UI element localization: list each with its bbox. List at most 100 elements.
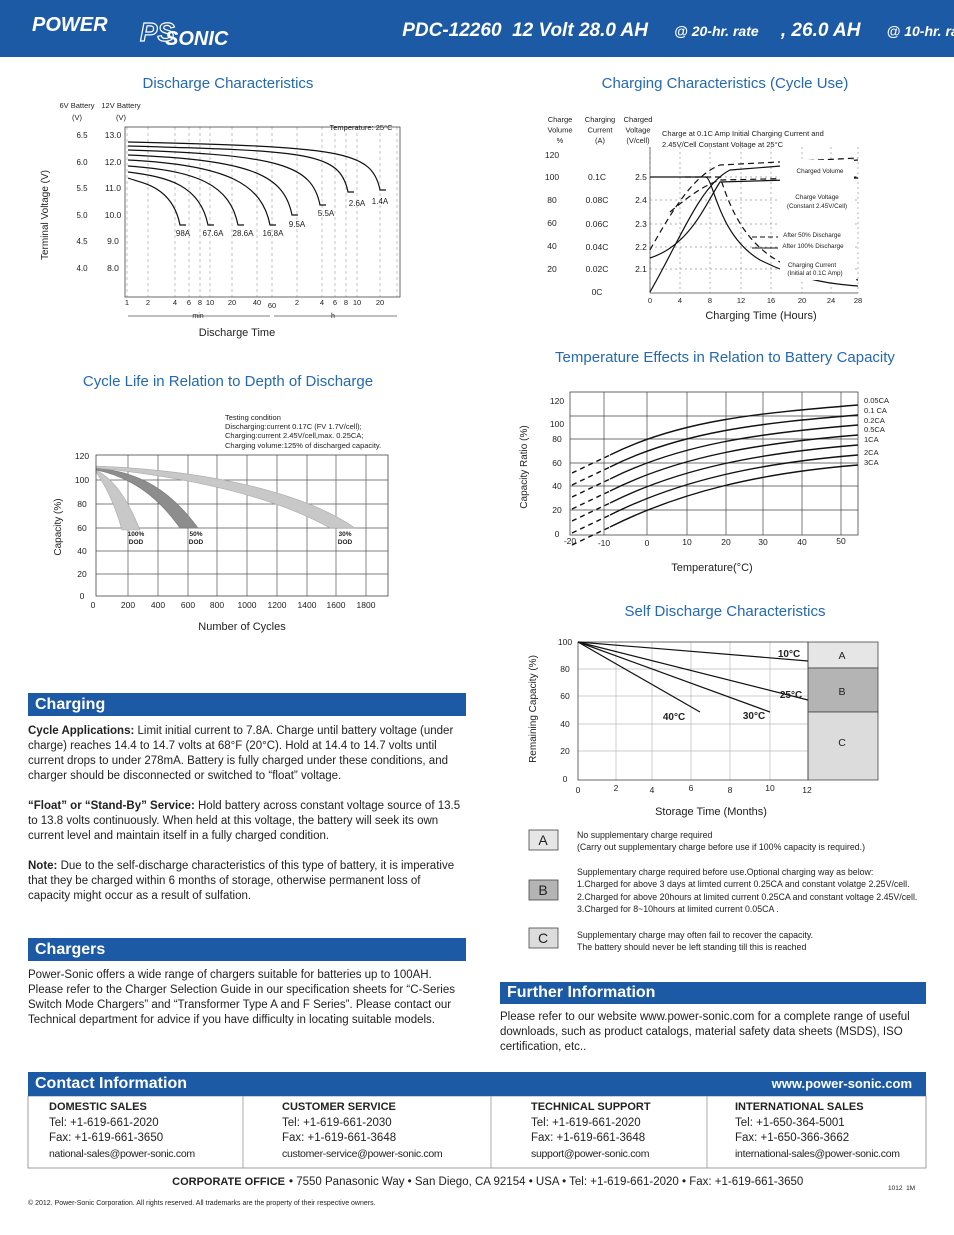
label: Supplementary charge may often fail to r… (577, 930, 813, 940)
contact-fax: Fax: +1-619-661-3650 (49, 1132, 164, 1144)
x-tick-label: 2 (146, 298, 150, 307)
label: min (192, 313, 203, 320)
x-tick-label: 1800 (357, 600, 376, 610)
label: Supplementary charge required before use… (577, 867, 873, 877)
curve (577, 641, 809, 701)
y-tick-label: 100 (545, 172, 559, 182)
x-tick-label: 10 (682, 537, 692, 547)
label: Charge (548, 115, 573, 124)
section-heading: Contact Information (35, 1075, 187, 1092)
legend-label: 0.2CA (864, 416, 885, 425)
curve (127, 159, 276, 226)
y-tick-label: 2.3 (635, 219, 647, 229)
x-tick-label: 50 (836, 536, 846, 546)
curve (609, 424, 859, 480)
lead: Note: (28, 860, 58, 872)
curve (577, 641, 701, 713)
contact-title: CUSTOMER SERVICE (282, 1101, 396, 1113)
x-tick-label: 0 (648, 296, 652, 305)
label: Discharging:current 0.17C (FV 1.7V/cell)… (225, 422, 362, 431)
x-tick-label: 1000 (238, 600, 257, 610)
y-tick-label: 20 (547, 264, 557, 274)
axis-label: Remaining Capacity (%) (528, 655, 539, 763)
curve (571, 514, 611, 534)
curve (127, 154, 298, 216)
x-tick-label: 800 (210, 600, 224, 610)
x-tick-label: 40 (797, 537, 807, 547)
label: (V) (72, 113, 83, 122)
contact-column: INTERNATIONAL SALES Tel: +1-650-364-5001 F… (735, 1100, 900, 1162)
label: C (838, 737, 846, 749)
y-tick-label: 80 (552, 434, 562, 444)
zone-key (528, 927, 559, 949)
x-tick-label: 1600 (327, 600, 346, 610)
label: 25°C (780, 690, 802, 701)
x-tick-label: 20 (228, 298, 236, 307)
x-tick-label: 12 (802, 785, 812, 795)
label: A (838, 650, 845, 662)
label: Charging (585, 115, 615, 124)
y-tick-label: 0.06C (586, 219, 609, 229)
y-tick-label: 120 (550, 396, 564, 406)
rate: @ 10-hr. rate (887, 23, 954, 39)
label: 50% (189, 531, 202, 538)
logo-top: POWER (32, 14, 108, 36)
contact-title: TECHNICAL SUPPORT (531, 1101, 651, 1113)
x-tick-label: 6 (689, 783, 694, 793)
axis-label: Temperature(°C) (671, 562, 752, 574)
plot-frame (124, 126, 401, 298)
y-tick-label: 80 (77, 499, 87, 509)
y-tick-label: 2.2 (635, 242, 647, 252)
chart-title: Cycle Life in Relation to Depth of Disch… (83, 373, 373, 390)
y-tick-label: 40 (547, 241, 557, 251)
y-tick-label: 20 (77, 569, 87, 579)
legend-box (780, 160, 854, 280)
curve (127, 145, 354, 193)
axis-label: Number of Cycles (198, 621, 286, 633)
x-tick-label: 4 (173, 298, 177, 307)
paragraph: Cycle Applications: Limit initial curren… (28, 724, 464, 784)
x-tick-label: 0 (645, 538, 650, 548)
x-tick-label: -10 (598, 538, 611, 548)
axis-label: Capacity Ratio (%) (519, 425, 530, 508)
y-tick-label: 80 (560, 664, 570, 674)
x-tick-label: -20 (564, 536, 577, 546)
curve (127, 149, 326, 206)
contact-tel: Tel: +1-650-364-5001 (735, 1116, 845, 1129)
axis-label: Storage Time (Months) (655, 806, 767, 818)
charging-text: Cycle Applications: Limit initial curren… (28, 724, 464, 919)
lead: Cycle Applications: (28, 725, 135, 737)
chargers-text: Power-Sonic offers a wide range of charg… (28, 969, 455, 1026)
curve (571, 454, 611, 474)
label: Temperature: 25°C (329, 123, 393, 132)
label: 1012 1M (888, 1185, 915, 1192)
curve (571, 526, 611, 546)
y-tick-label: 100 (550, 419, 564, 429)
y-tick-label: 8.0 (107, 263, 119, 273)
further-text: Please refer to our website www.power-so… (500, 1011, 910, 1053)
label: 2.45V/Cell Constant Voltage at 25°C (662, 140, 784, 149)
label: 67.6A (203, 229, 225, 238)
axis-label: Discharge Time (199, 327, 275, 339)
legend-label: 0.05CA (864, 396, 889, 405)
lead: “Float” or “Stand-By” Service: (28, 800, 195, 812)
zone (807, 711, 879, 781)
model: PDC-12260 12 Volt 28.0 AH (402, 20, 649, 41)
curve (127, 171, 214, 226)
label: (V/cell) (626, 136, 650, 145)
x-tick-label: 12 (737, 296, 745, 305)
contact-email: national-sales@power-sonic.com (49, 1147, 195, 1160)
y-tick-label: 4.0 (76, 264, 88, 273)
label: Charge at 0.1C Amp Initial Charging Curr… (662, 129, 824, 138)
axis-label: Charging Time (Hours) (705, 310, 816, 322)
label: Current (587, 126, 613, 135)
curve (127, 177, 186, 226)
axis-label: Terminal Voltage (V) (40, 170, 51, 260)
label: A (538, 832, 548, 848)
x-tick-label: 1 (125, 298, 129, 307)
chart-title: Discharge Characteristics (143, 75, 314, 92)
x-tick-label: 4 (650, 785, 655, 795)
x-tick-label: 4 (678, 296, 682, 305)
zone-key (528, 879, 559, 901)
